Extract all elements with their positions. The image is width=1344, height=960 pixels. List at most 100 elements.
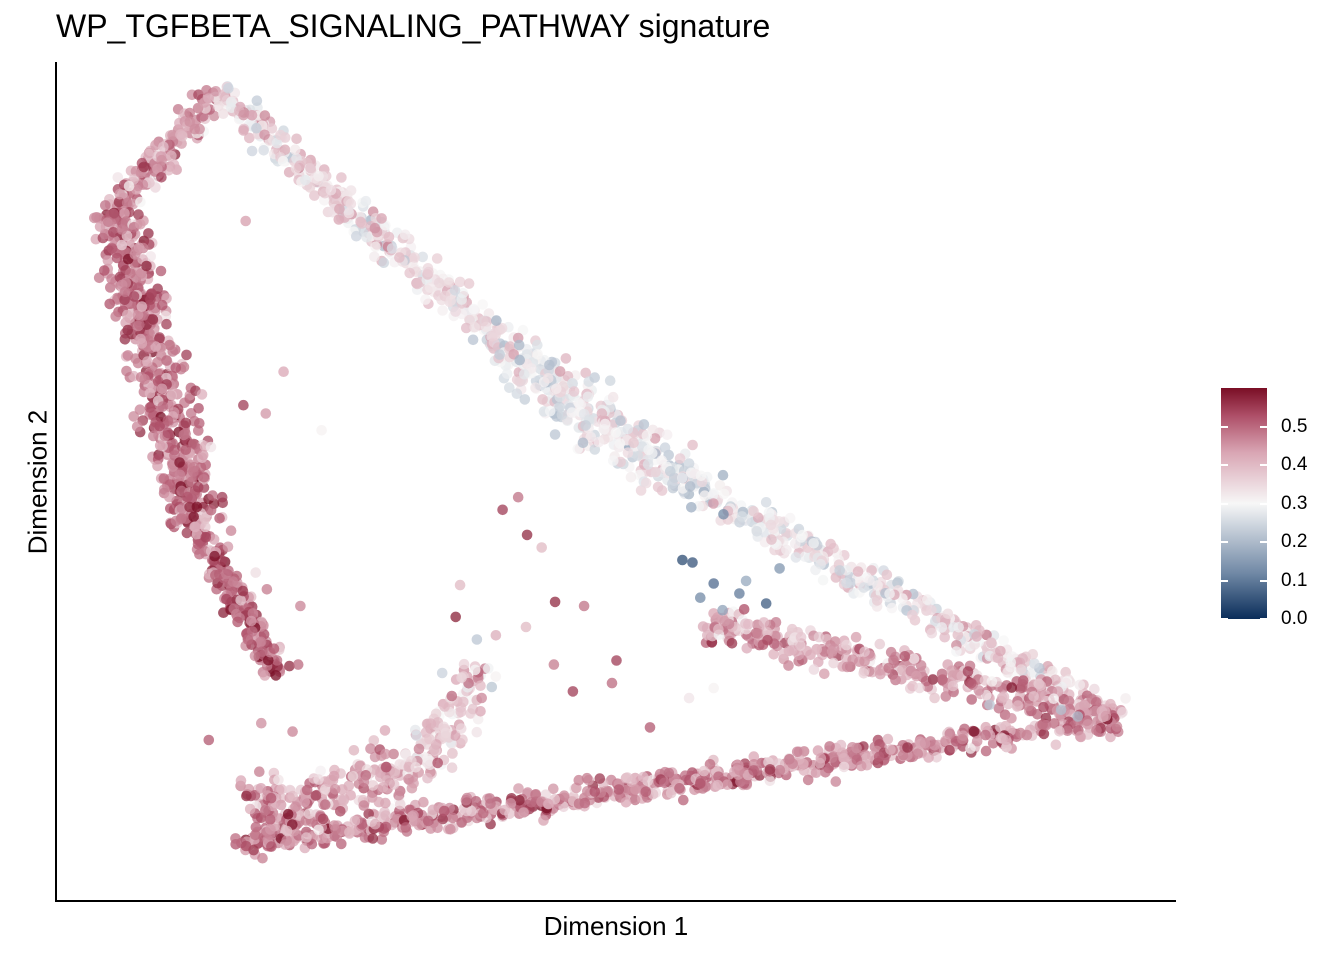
data-point-1507 [642,459,654,470]
data-point-465 [145,251,156,262]
data-point-1230 [369,222,381,234]
colorbar-tick-right [1260,618,1267,620]
data-point-3429 [292,659,304,670]
data-point-864 [209,550,220,562]
data-point-153 [156,172,167,183]
data-point-3239 [290,801,301,812]
data-point-3465 [471,634,483,645]
data-point-1988 [718,488,730,500]
data-point-624 [142,356,153,367]
data-point-3441 [578,600,590,612]
data-point-1181 [463,278,475,289]
data-point-2490 [257,852,268,864]
data-point-2301 [998,691,1010,702]
data-point-1533 [596,408,608,419]
data-point-110 [166,150,177,162]
data-point-1700 [760,497,772,508]
data-point-3234 [275,799,287,811]
data-point-2896 [594,773,606,784]
data-point-3028 [582,786,593,797]
data-point-602 [99,265,110,276]
data-point-3274 [235,775,247,786]
data-point-2864 [445,824,456,835]
data-point-2759 [810,767,822,778]
data-point-662 [121,309,133,321]
data-point-3425 [250,567,261,578]
data-point-1086 [370,241,381,252]
data-point-3439 [490,630,502,641]
data-point-2897 [427,804,439,816]
data-point-2168 [1117,707,1128,718]
data-point-3435 [521,529,533,541]
data-point-2184 [708,608,719,619]
data-point-656 [108,208,119,220]
data-point-1183 [343,207,355,219]
data-point-3034 [466,806,477,817]
data-point-685 [119,286,131,298]
data-point-679 [156,383,168,395]
data-point-2954 [995,722,1006,733]
data-point-646 [119,334,131,345]
data-point-2258 [899,651,911,662]
data-point-562 [166,389,178,401]
data-point-3042 [1015,727,1026,739]
data-point-3426 [261,584,273,595]
data-point-1518 [580,420,591,431]
data-point-3444 [567,686,579,697]
data-point-1508 [554,366,566,377]
data-point-654 [144,388,156,399]
data-point-3449 [708,682,719,694]
data-point-2977 [663,767,675,779]
data-point-2266 [1016,682,1028,694]
data-point-3278 [244,803,256,815]
data-point-1197 [325,184,337,196]
data-point-2289 [1006,682,1017,693]
data-point-3422 [205,441,217,453]
data-point-678 [191,501,203,513]
data-point-2322 [927,674,939,685]
data-point-2955 [713,771,724,782]
data-point-2316 [1048,693,1059,704]
data-point-3411 [446,690,458,702]
data-point-2976 [704,759,716,770]
data-point-3264 [310,790,322,801]
data-point-2981 [712,779,724,791]
data-point-3398 [475,680,486,691]
data-point-1165 [213,100,224,112]
data-point-3283 [281,825,293,837]
data-point-639 [150,341,161,352]
data-point-2998 [240,840,252,852]
data-point-478 [154,332,165,343]
data-point-3468 [577,437,589,449]
data-point-3403 [428,744,440,755]
data-point-3413 [413,743,425,755]
data-point-1102 [449,285,461,296]
data-point-375 [121,365,132,377]
data-point-139 [123,180,135,192]
data-point-3440 [549,596,561,608]
data-point-3418 [278,366,289,378]
data-point-870 [200,532,212,543]
data-point-1265 [504,382,515,394]
data-point-1548 [544,405,556,417]
data-point-859 [223,565,234,577]
data-point-861 [199,513,211,525]
data-point-1541 [677,472,688,484]
data-point-2916 [526,797,537,808]
data-point-3286 [265,792,277,804]
data-point-1476 [650,466,661,478]
data-point-1931 [1047,665,1058,677]
data-point-1956 [1005,661,1016,673]
data-point-838 [221,593,232,605]
data-point-1544 [568,386,580,397]
data-point-629 [157,299,168,311]
data-point-3248 [358,800,370,811]
data-point-2994 [470,796,482,807]
data-point-538 [104,298,115,310]
data-point-1974 [748,506,759,517]
data-point-2496 [548,783,559,795]
data-point-1539 [598,424,610,435]
data-point-3065 [573,798,585,809]
data-point-697 [135,333,146,345]
data-point-3450 [677,554,688,566]
